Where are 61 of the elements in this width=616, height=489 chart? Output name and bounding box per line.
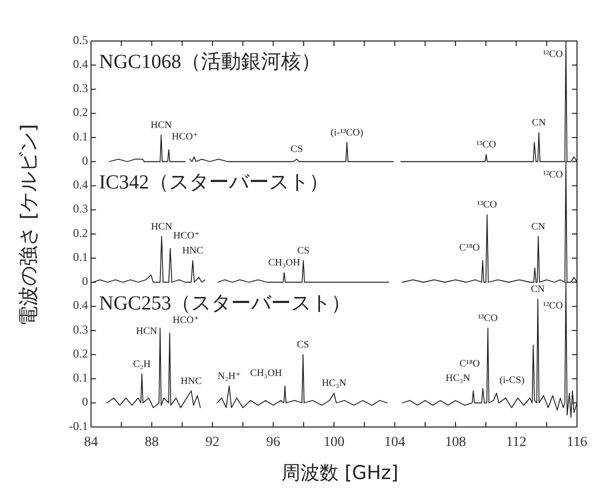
x-tick-label: 84 bbox=[84, 435, 98, 450]
annotation: CH₃OH bbox=[268, 258, 300, 269]
annotation: CN bbox=[531, 222, 546, 233]
annotation: ¹²CO bbox=[543, 300, 563, 312]
y-axis-title: 電波の強さ [ケルビン] bbox=[16, 124, 40, 326]
x-tick-label: 92 bbox=[206, 435, 220, 450]
annotation: HCO⁺ bbox=[172, 132, 198, 143]
y-tick-label: 0.1 bbox=[73, 370, 88, 384]
y-tick-label: 0.2 bbox=[73, 226, 88, 240]
annotation: HC₃N bbox=[322, 378, 346, 390]
y-tick-label: 0.2 bbox=[73, 346, 88, 360]
y-tick-label: 0 bbox=[82, 153, 88, 168]
y-tick-label: 0.4 bbox=[73, 298, 88, 312]
annotation: HNC bbox=[182, 246, 204, 257]
annotation: ¹²CO bbox=[543, 170, 563, 181]
text: IC342（スターバースト） bbox=[99, 171, 329, 194]
annotation: HCN bbox=[150, 120, 172, 132]
annotation: ¹³CO bbox=[477, 200, 498, 211]
annotation: C¹⁸O bbox=[459, 358, 480, 370]
annotation: C₂H bbox=[133, 359, 151, 370]
x-axis-title: 周波数 [GHz] bbox=[282, 462, 398, 484]
annotation: CN bbox=[532, 118, 546, 129]
annotation: CS bbox=[296, 340, 310, 351]
y-tick-label: 0.2 bbox=[73, 105, 88, 120]
annotation: ¹²CO bbox=[543, 49, 563, 60]
x-tick-label: 116 bbox=[566, 435, 588, 450]
x-tick-label: 88 bbox=[144, 435, 159, 450]
annotation: (i-CS) bbox=[500, 376, 525, 387]
y-tick-label: 0.3 bbox=[73, 322, 88, 336]
annotation: HCN bbox=[151, 222, 172, 233]
y-tick-label: -0.1 bbox=[69, 418, 88, 433]
y-tick-label: 0.1 bbox=[73, 129, 88, 144]
y-tick-label: 0.4 bbox=[73, 56, 88, 71]
x-tick-label: 96 bbox=[266, 435, 280, 450]
annotation: HCO⁺ bbox=[172, 315, 200, 326]
annotation: CS bbox=[297, 246, 310, 257]
x-tick-label: 112 bbox=[506, 435, 526, 450]
y-tick-label: 0.3 bbox=[73, 202, 88, 216]
y-tick-label: 0.4 bbox=[73, 178, 88, 192]
x-tick-label: 108 bbox=[445, 435, 466, 450]
annotation: N₂H⁺ bbox=[218, 371, 241, 382]
y-tick-label: 0.3 bbox=[73, 81, 88, 95]
x-tick-label: 104 bbox=[384, 435, 406, 450]
annotation: CN bbox=[530, 284, 545, 296]
y-tick-label: 0.1 bbox=[73, 250, 88, 264]
text: NGC253（スターバースト） bbox=[99, 292, 352, 314]
annotation: C¹⁸O bbox=[459, 242, 480, 254]
annotation: HCN bbox=[136, 326, 158, 338]
annotation: CS bbox=[290, 144, 303, 156]
annotation: ¹³CO bbox=[478, 313, 498, 324]
annotation: ¹³CO bbox=[476, 140, 496, 151]
y-tick-label: 0.5 bbox=[73, 32, 88, 47]
y-tick-label: 0 bbox=[82, 274, 88, 288]
annotation: HC₃N bbox=[446, 373, 470, 384]
annotation: (i-¹³CO) bbox=[330, 128, 364, 139]
annotation: HNC bbox=[180, 376, 202, 388]
annotation: HCO⁺ bbox=[173, 230, 200, 242]
x-tick-label: 100 bbox=[324, 435, 344, 450]
y-tick-label: 0 bbox=[82, 394, 88, 409]
text: NGC1068（活動銀河核） bbox=[99, 50, 322, 73]
annotation: CH₃OH bbox=[250, 368, 282, 380]
